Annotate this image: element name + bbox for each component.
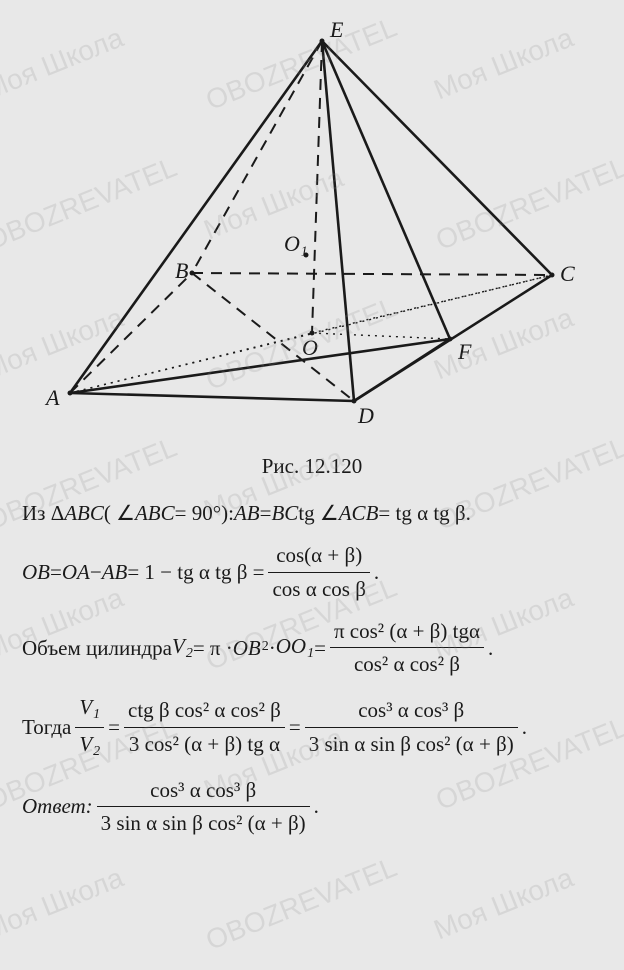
denominator: cos α cos β	[268, 575, 369, 603]
text: Из Δ	[22, 499, 64, 527]
var: ABC	[64, 499, 104, 527]
text: =	[289, 713, 301, 741]
text: ·	[269, 634, 276, 662]
svg-text:E: E	[329, 18, 344, 42]
diagram-labels: E A B C D O O₁ F	[44, 18, 575, 428]
numerator: V1	[75, 693, 104, 725]
fraction: cos(α + β) cos α cos β	[268, 541, 369, 603]
text: .	[488, 634, 493, 662]
fraction: V1 V2	[75, 693, 104, 762]
watermark: OBOZREVATEL	[201, 851, 401, 957]
watermark: Моя Школа	[429, 862, 578, 947]
svg-text:O: O	[302, 335, 318, 360]
svg-text:D: D	[357, 403, 374, 428]
numerator: ctg β cos² α cos² β	[124, 696, 285, 724]
fraction-bar	[268, 572, 369, 573]
text: = tg α tg β.	[378, 499, 470, 527]
var: OB	[22, 558, 50, 586]
text: =	[50, 558, 62, 586]
var: ABC	[135, 499, 175, 527]
text: Объем цилиндра	[22, 634, 172, 662]
fraction-bar	[330, 647, 484, 648]
figure-caption: Рис. 12.120	[0, 454, 624, 479]
var: BC	[271, 499, 298, 527]
text: .	[314, 792, 319, 820]
text: −	[90, 558, 102, 586]
fraction-bar	[75, 727, 104, 728]
denominator: V2	[75, 730, 104, 762]
numerator: cos(α + β)	[272, 541, 366, 569]
fraction-bar	[124, 727, 285, 728]
fraction-bar	[97, 806, 310, 807]
text: tg ∠	[298, 499, 338, 527]
numerator: π cos² (α + β) tgα	[330, 617, 484, 645]
text: = 90°):	[175, 499, 234, 527]
watermark: Моя Школа	[0, 862, 128, 947]
answer-label: Ответ:	[22, 792, 93, 820]
var: AB	[234, 499, 260, 527]
text: =	[108, 713, 120, 741]
text: =	[260, 499, 272, 527]
geometry-diagram: E A B C D O O₁ F	[32, 18, 592, 448]
line-5: Ответ: cos³ α cos³ β 3 sin α sin β cos² …	[22, 776, 602, 838]
svg-text:A: A	[44, 385, 60, 410]
var: ACB	[339, 499, 379, 527]
text: .	[374, 558, 379, 586]
svg-text:B: B	[175, 258, 188, 283]
svg-text:F: F	[457, 339, 472, 364]
denominator: cos² α cos² β	[350, 650, 464, 678]
text: Тогда	[22, 713, 71, 741]
numerator: cos³ α cos³ β	[354, 696, 468, 724]
svg-text:C: C	[560, 261, 575, 286]
text: =	[314, 634, 326, 662]
line-3: Объем цилиндра V2 = π · OB2 · OO1 = π co…	[22, 617, 602, 679]
text: .	[522, 713, 527, 741]
fraction: π cos² (α + β) tgα cos² α cos² β	[330, 617, 484, 679]
fraction: cos³ α cos³ β 3 sin α sin β cos² (α + β)	[305, 696, 518, 758]
text: = π ·	[193, 634, 233, 662]
var: OB	[233, 634, 261, 662]
text: ( ∠	[104, 499, 135, 527]
denominator: 3 sin α sin β cos² (α + β)	[97, 809, 310, 837]
line-2: OB = OA − AB = 1 − tg α tg β = cos(α + β…	[22, 541, 602, 603]
var: AB	[102, 558, 128, 586]
var: OA	[62, 558, 90, 586]
fraction-bar	[305, 727, 518, 728]
line-4: Тогда V1 V2 = ctg β cos² α cos² β 3 cos²…	[22, 693, 602, 762]
var: OO1	[276, 632, 314, 664]
diagram-svg: E A B C D O O₁ F	[32, 18, 592, 448]
denominator: 3 sin α sin β cos² (α + β)	[305, 730, 518, 758]
math-body: Из Δ ABC ( ∠ ABC = 90°): AB = BC tg ∠ AC…	[0, 479, 624, 837]
fraction: cos³ α cos³ β 3 sin α sin β cos² (α + β)	[97, 776, 310, 838]
denominator: 3 cos² (α + β) tg α	[125, 730, 284, 758]
svg-text:O₁: O₁	[284, 231, 308, 256]
fraction: ctg β cos² α cos² β 3 cos² (α + β) tg α	[124, 696, 285, 758]
numerator: cos³ α cos³ β	[146, 776, 260, 804]
line-1: Из Δ ABC ( ∠ ABC = 90°): AB = BC tg ∠ AC…	[22, 499, 602, 527]
var: V2	[172, 632, 193, 664]
text: = 1 − tg α tg β =	[127, 558, 264, 586]
